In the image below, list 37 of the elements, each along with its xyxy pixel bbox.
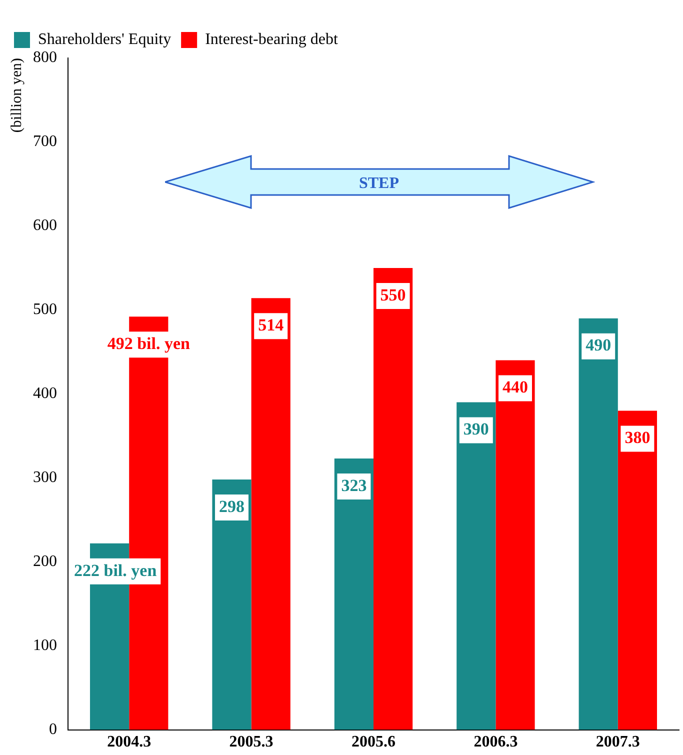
y-tick-label: 600 <box>33 217 57 234</box>
y-tick-label: 800 <box>33 49 57 66</box>
legend-label: Interest-bearing debt <box>205 31 338 48</box>
bar <box>374 268 413 730</box>
bar <box>212 480 252 730</box>
x-tick-label: 2004.3 <box>107 734 152 751</box>
annotation: STEP <box>358 175 400 192</box>
x-tick-label: 2006.3 <box>474 734 518 751</box>
y-axis-title: (billion yen) <box>8 58 25 133</box>
data-label: 550 <box>380 285 406 304</box>
data-label: 390 <box>463 420 489 439</box>
x-tick-label: 2005.6 <box>352 734 396 751</box>
data-label: 514 <box>258 316 284 335</box>
data-label: 492 bil. yen <box>107 334 191 354</box>
bar <box>456 402 496 730</box>
y-tick-label: 700 <box>33 133 57 150</box>
bar <box>618 410 658 730</box>
y-tick-label: 300 <box>33 469 57 486</box>
legend-label: Shareholders' Equity <box>38 31 172 48</box>
y-tick-label: 100 <box>33 637 57 654</box>
data-label: 323 <box>341 476 367 495</box>
bar <box>251 298 290 730</box>
data-label: 490 <box>586 336 612 355</box>
data-label: 298 <box>219 496 244 516</box>
bar <box>334 458 374 730</box>
x-tick-label: 2005.3 <box>229 734 274 751</box>
data-label: 222 bil. yen <box>74 560 158 580</box>
data-label: 380 <box>624 428 650 448</box>
double-arrow: STEP <box>165 155 595 209</box>
y-tick-label: 500 <box>33 301 57 318</box>
x-tick-label: 2007.3 <box>596 734 640 751</box>
data-label: 440 <box>502 378 528 397</box>
bar <box>578 318 618 730</box>
y-tick-label: 0 <box>49 721 57 738</box>
y-tick-label: 400 <box>33 385 57 402</box>
bar <box>496 360 535 730</box>
y-tick-label: 200 <box>33 553 57 570</box>
